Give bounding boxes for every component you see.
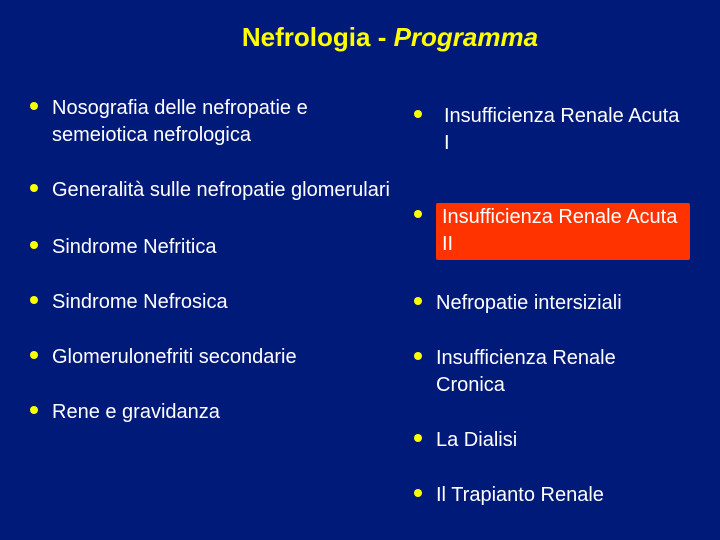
bullet-icon <box>30 406 38 414</box>
list-item: Insufficienza Renale Cronica <box>414 345 690 399</box>
bullet-icon <box>30 296 38 304</box>
item-label: Sindrome Nefritica <box>52 234 217 261</box>
item-label: Nosografia delle nefropatie e semeiotica… <box>52 95 390 149</box>
list-item: Insufficienza Renale Acuta I <box>414 103 690 157</box>
item-label: Sindrome Nefrosica <box>52 289 228 316</box>
item-label-highlighted: Insufficienza Renale Acuta II <box>436 203 690 260</box>
bullet-icon <box>414 210 422 218</box>
left-column: Nosografia delle nefropatie e semeiotica… <box>30 95 390 537</box>
bullet-icon <box>414 489 422 497</box>
title-italic: Programma <box>394 22 539 52</box>
list-item: Rene e gravidanza <box>30 399 390 426</box>
columns: Nosografia delle nefropatie e semeiotica… <box>30 95 690 537</box>
list-item: Generalità sulle nefropatie glomerulari <box>30 177 390 204</box>
slide-title: Nefrologia - Programma <box>90 22 690 53</box>
right-column: Insufficienza Renale Acuta I Insufficien… <box>414 95 690 537</box>
bullet-icon <box>414 352 422 360</box>
item-label: Glomerulonefriti secondarie <box>52 344 297 371</box>
item-label: La Dialisi <box>436 427 517 454</box>
title-plain: Nefrologia - <box>242 22 394 52</box>
slide: Nefrologia - Programma Nosografia delle … <box>0 0 720 540</box>
bullet-icon <box>414 434 422 442</box>
bullet-icon <box>30 184 38 192</box>
bullet-icon <box>30 351 38 359</box>
item-label: Generalità sulle nefropatie glomerulari <box>52 177 390 204</box>
list-item: Sindrome Nefrosica <box>30 289 390 316</box>
item-label: Insufficienza Renale Cronica <box>436 345 690 399</box>
list-item: Nosografia delle nefropatie e semeiotica… <box>30 95 390 149</box>
list-item: La Dialisi <box>414 427 690 454</box>
bullet-icon <box>414 110 422 118</box>
list-item: Glomerulonefriti secondarie <box>30 344 390 371</box>
list-item: Il Trapianto Renale <box>414 482 690 509</box>
bullet-icon <box>414 297 422 305</box>
item-label: Insufficienza Renale Acuta I <box>444 103 690 157</box>
item-label: Il Trapianto Renale <box>436 482 604 509</box>
bullet-icon <box>30 241 38 249</box>
bullet-icon <box>30 102 38 110</box>
list-item: Nefropatie intersiziali <box>414 290 690 317</box>
list-item: Insufficienza Renale Acuta II <box>414 203 690 260</box>
item-label: Nefropatie intersiziali <box>436 290 622 317</box>
list-item: Sindrome Nefritica <box>30 234 390 261</box>
item-label: Rene e gravidanza <box>52 399 220 426</box>
